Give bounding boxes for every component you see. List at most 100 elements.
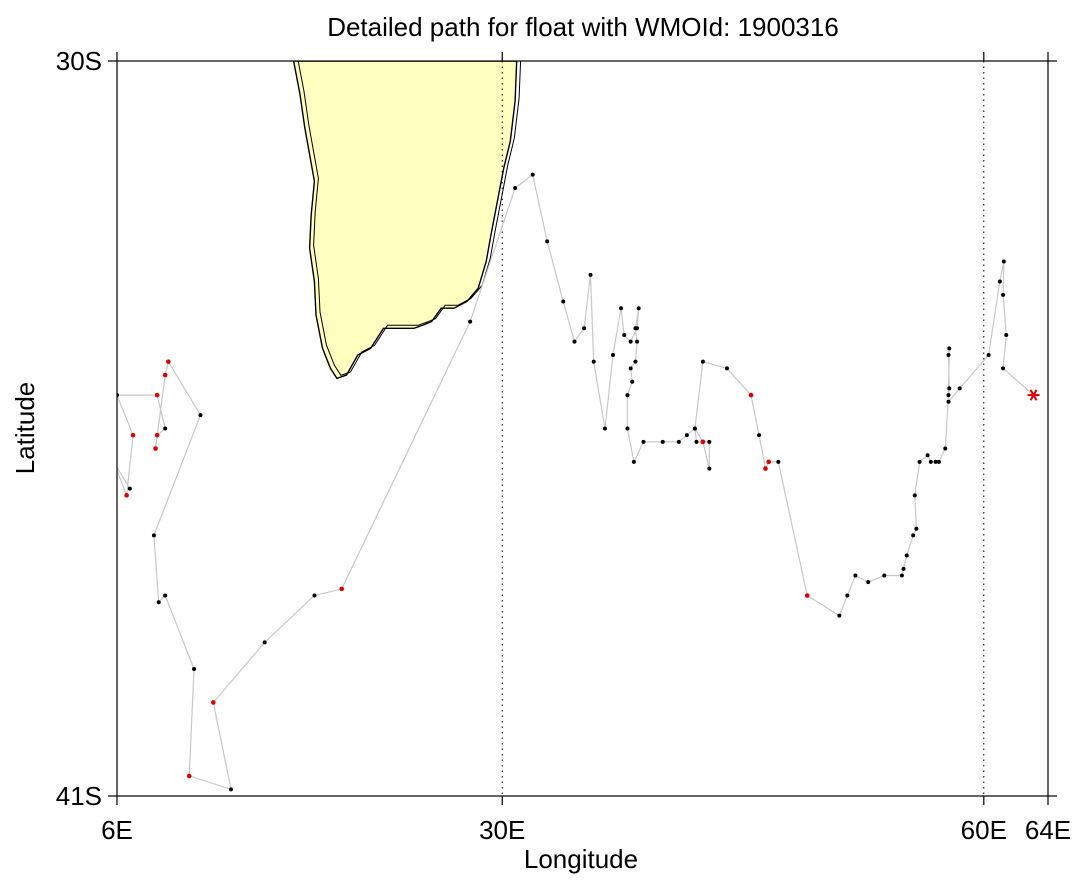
profile-point — [866, 580, 871, 585]
profile-point — [588, 272, 593, 277]
profile-point — [192, 667, 197, 672]
highlight-point — [748, 392, 754, 398]
profile-point — [837, 613, 842, 618]
highlight-point — [211, 700, 216, 705]
x-tick-label: 60E — [961, 815, 1007, 845]
profile-point — [700, 359, 705, 364]
highlight-point — [766, 459, 771, 465]
profile-point — [694, 439, 699, 444]
profile-point — [112, 460, 116, 464]
profile-point — [776, 459, 781, 464]
highlight-point — [124, 493, 129, 498]
profile-point — [622, 332, 627, 337]
profile-point — [904, 553, 909, 558]
profile-point — [625, 393, 630, 398]
profile-point — [636, 306, 641, 311]
profile-point — [933, 459, 938, 464]
profile-point — [692, 426, 697, 431]
profile-point — [1001, 366, 1006, 371]
last-position-marker — [1027, 389, 1040, 401]
profile-point — [468, 319, 473, 324]
profile-point — [545, 239, 550, 244]
profile-point — [1004, 332, 1009, 337]
profile-point — [946, 399, 951, 404]
highlight-point — [804, 593, 810, 598]
profile-point — [724, 366, 729, 371]
float-track — [117, 173, 1034, 791]
profile-point — [572, 339, 577, 344]
profile-point — [901, 566, 906, 571]
gridlines — [501, 61, 985, 796]
profile-points — [112, 172, 1040, 792]
profile-point — [707, 466, 712, 471]
profile-point — [928, 459, 933, 464]
profile-point — [591, 359, 596, 364]
profile-point — [676, 439, 681, 444]
profile-point — [198, 413, 203, 418]
profile-point — [936, 459, 941, 464]
profile-point — [163, 426, 168, 431]
profile-point — [163, 593, 168, 598]
profile-point — [156, 600, 161, 605]
profile-point — [925, 453, 930, 458]
profile-point — [997, 279, 1002, 284]
y-axis-label: Latitude — [10, 382, 40, 475]
highlight-point — [700, 439, 706, 445]
profile-point — [635, 326, 640, 331]
track-line — [117, 173, 1034, 791]
land-area — [292, 61, 522, 380]
x-tick-label: 64E — [1025, 815, 1071, 845]
profile-point — [631, 459, 636, 464]
highlight-point — [153, 446, 158, 451]
plot-frame — [116, 60, 1049, 797]
profile-point — [707, 439, 712, 444]
profile-point — [912, 493, 917, 498]
x-tick-label: 6E — [101, 815, 133, 845]
profile-point — [513, 185, 518, 190]
profile-point — [641, 439, 646, 444]
profile-point — [660, 439, 665, 444]
y-tick-label: 30S — [56, 46, 102, 76]
profile-point — [947, 386, 952, 391]
profile-point — [986, 353, 991, 357]
x-tick-label: 30E — [479, 815, 525, 845]
highlight-point — [154, 432, 160, 438]
profile-point — [882, 573, 887, 578]
profile-point — [943, 446, 948, 451]
profile-point — [151, 533, 156, 538]
axis-ticks: 6E 30E 60E 64E 30S 41S — [56, 46, 1071, 845]
coastline-outline — [297, 61, 522, 377]
profile-point — [911, 533, 916, 538]
profile-point — [917, 459, 922, 464]
highlight-point — [130, 432, 136, 438]
x-axis-label: Longitude — [524, 844, 638, 874]
profile-point — [582, 326, 587, 331]
profile-point — [127, 486, 132, 491]
profile-point — [1001, 259, 1006, 264]
profile-point — [914, 526, 919, 531]
profile-point — [619, 306, 624, 311]
profile-point — [946, 393, 951, 398]
profile-point — [633, 359, 638, 364]
profile-point — [957, 386, 962, 391]
profile-point — [899, 573, 904, 578]
profile-point — [561, 299, 566, 304]
profile-point — [602, 426, 607, 431]
profile-point — [947, 346, 952, 351]
profile-point — [757, 433, 762, 438]
profile-point — [628, 339, 633, 344]
profile-point — [845, 593, 850, 598]
highlight-point — [166, 359, 171, 364]
highlight-point — [763, 466, 768, 471]
profile-point — [946, 353, 951, 357]
highlight-point — [162, 372, 168, 378]
profile-point — [228, 787, 233, 792]
profile-point — [630, 379, 635, 384]
profile-point — [853, 573, 858, 578]
highlight-point — [154, 392, 160, 398]
y-tick-label: 41S — [56, 781, 102, 811]
profile-point — [610, 353, 615, 357]
profile-point — [530, 172, 535, 177]
profile-point — [635, 339, 640, 344]
